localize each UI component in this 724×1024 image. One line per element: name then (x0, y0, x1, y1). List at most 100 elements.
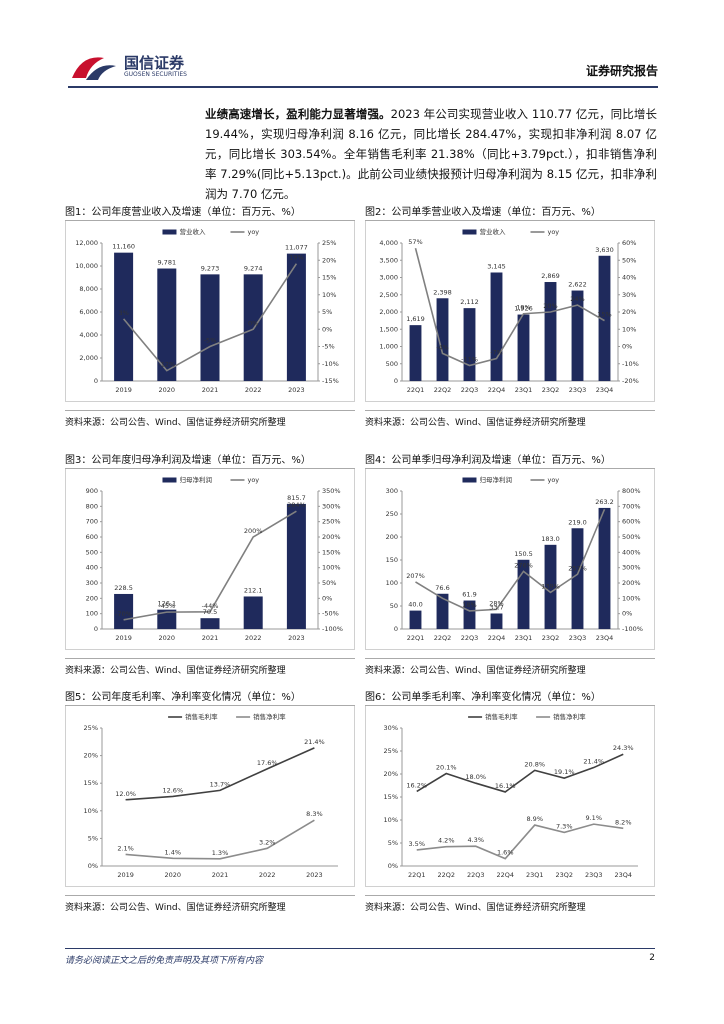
bar (409, 325, 422, 381)
bar (571, 528, 584, 629)
logo-en: GUOSEN SECURITIES (124, 71, 187, 78)
bar (490, 272, 503, 381)
legend-label: 销售毛利率 (185, 712, 218, 721)
legend-label: 营业收入 (479, 227, 506, 236)
y2-tick-label: 400% (622, 548, 641, 556)
y2-tick-label: -15% (322, 377, 339, 385)
y2-tick-label: 300% (322, 502, 341, 510)
data-label: 17.6% (257, 759, 278, 767)
legend-swatch (462, 477, 477, 483)
bar (544, 282, 557, 381)
data-label: 20.8% (524, 760, 545, 768)
y-tick-label: 700 (86, 518, 98, 526)
x-tick-label: 23Q3 (585, 871, 603, 879)
data-label: 1.4% (165, 848, 182, 856)
y-tick-label: 0% (388, 862, 398, 870)
y-tick-label: 2,000 (379, 308, 398, 316)
x-tick-label: 22Q3 (461, 386, 479, 394)
body-text: 2023 年公司实现营业收入 110.77 亿元，同比增长 19.44%，实现归… (205, 107, 657, 201)
chart-box: 0 500 1,000 1,500 2,000 2,500 3,000 3,500 4,000 -… (365, 221, 655, 402)
chart-source: 资料来源：公司公告、Wind、国信证券经济研究所整理 (365, 895, 655, 913)
y2-tick-label: -10% (322, 360, 339, 368)
chart-source: 资料来源：公司公告、Wind、国信证券经济研究所整理 (365, 410, 655, 428)
legend-label: yoy (547, 228, 559, 236)
y-tick-label: 10,000 (75, 262, 98, 270)
chart-source: 资料来源：公司公告、Wind、国信证券经济研究所整理 (65, 410, 355, 428)
data-label: 126.1 (157, 600, 176, 608)
data-label: 0% (248, 319, 258, 327)
line-series (123, 510, 297, 621)
y2-tick-label: 0% (622, 343, 632, 351)
x-tick-label: 23Q1 (526, 871, 544, 879)
data-label: -12% (158, 361, 175, 369)
chart-panel: 图1：公司年度营业收入及增速（单位：百万元、%） 0 2,000 4,000 6,000… (65, 205, 355, 428)
x-tick-label: 2019 (115, 634, 132, 642)
y2-tick-label: 20% (622, 308, 636, 316)
data-label: 3.2% (259, 838, 276, 846)
line-series (125, 747, 315, 801)
y2-tick-label: 50% (622, 256, 636, 264)
y2-tick-label: 15% (322, 274, 336, 282)
data-label: 4.2% (438, 837, 455, 845)
y2-tick-label: 5% (322, 308, 332, 316)
y2-tick-label: 10% (622, 325, 636, 333)
data-label: 228.5 (114, 584, 133, 592)
y-tick-label: 20% (84, 752, 98, 760)
data-label: 219.0 (568, 518, 587, 526)
bar (598, 507, 611, 629)
x-tick-label: 22Q1 (407, 386, 425, 394)
chart-panel: 图5：公司年度毛利率、净利率变化情况（单位：%） 0% 5% 10% 15% 20% 25%… (65, 690, 355, 913)
chart-source: 资料来源：公司公告、Wind、国信证券经济研究所整理 (65, 895, 355, 913)
chart-title: 图3：公司年度归母净利润及增速（单位：百万元、%） (65, 453, 355, 469)
y2-tick-label: 500% (622, 533, 641, 541)
x-tick-label: 2023 (288, 634, 305, 642)
y-tick-label: 400 (86, 564, 98, 572)
data-label: 139% (541, 582, 560, 590)
bar (286, 503, 306, 629)
bar (436, 593, 449, 629)
y-tick-label: 800 (86, 502, 98, 510)
chart-box: 0 100 200 300 400 500 600 700 800 900 -100% -50% 0% 5… (65, 469, 355, 650)
data-label: 13.7% (210, 780, 231, 788)
data-label: -45% (158, 602, 175, 610)
data-label: 20% (543, 302, 557, 310)
data-label: 3.5% (408, 840, 425, 848)
data-label: 3,630 (595, 246, 614, 254)
y-tick-label: 1,500 (379, 325, 398, 333)
logo-icon (72, 57, 116, 80)
data-label: 2,869 (541, 272, 560, 280)
x-tick-label: 22Q4 (488, 386, 506, 394)
y2-tick-label: 0% (622, 610, 632, 618)
y-tick-label: 0 (94, 625, 98, 633)
y2-tick-label: 800% (622, 487, 641, 495)
report-type: 证券研究报告 (585, 64, 658, 78)
y-tick-label: 0% (88, 862, 98, 870)
paragraph: 业绩高速增长，盈利能力显著增强。2023 年公司实现营业收入 110.77 亿元… (205, 104, 657, 204)
y-tick-label: 0 (394, 625, 398, 633)
y2-tick-label: 50% (322, 579, 336, 587)
x-tick-label: 22Q3 (467, 871, 485, 879)
y2-tick-label: -5% (322, 343, 335, 351)
legend-label: yoy (247, 228, 259, 236)
y-tick-label: 250 (386, 510, 398, 518)
legend-label: 销售净利率 (253, 712, 286, 721)
x-tick-label: 23Q3 (569, 386, 587, 394)
y2-tick-label: 200% (322, 533, 341, 541)
data-label: 212.1 (244, 586, 263, 594)
bar (436, 298, 449, 381)
bar (544, 544, 557, 629)
y-tick-label: 10% (84, 807, 98, 815)
chart-panel: 图2：公司单季营业收入及增速（单位：百万元、%） 0 500 1,000 1,500 2,… (365, 205, 655, 428)
x-tick-label: 23Q1 (515, 386, 533, 394)
data-label: -4% (436, 343, 449, 351)
data-label: 21.4% (583, 758, 604, 766)
x-tick-label: 22Q3 (461, 634, 479, 642)
x-tick-label: 22Q1 (407, 634, 425, 642)
data-label: 19% (516, 304, 530, 312)
bar (463, 600, 476, 629)
data-label: 1,926 (514, 305, 533, 313)
x-tick-label: 2022 (245, 634, 262, 642)
data-label: 15% (597, 311, 611, 319)
line-series (415, 508, 606, 612)
x-tick-label: 2021 (212, 871, 229, 879)
